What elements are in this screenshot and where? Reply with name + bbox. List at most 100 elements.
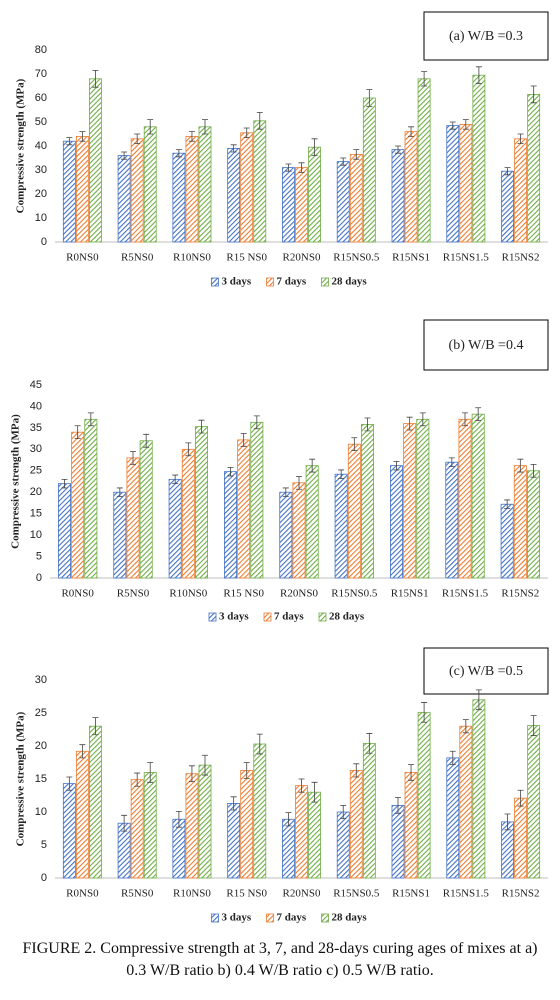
error-bar xyxy=(340,157,347,166)
bar xyxy=(349,770,363,879)
error-bar xyxy=(134,133,141,144)
bar xyxy=(459,124,473,243)
y-tick-label: 30 xyxy=(35,674,47,686)
error-bar xyxy=(517,789,524,807)
bar xyxy=(139,440,153,579)
bar xyxy=(172,152,186,243)
bar xyxy=(292,482,306,579)
error-bar xyxy=(61,478,68,489)
legend-swatch xyxy=(321,913,329,923)
x-tick-label: R15NS1.5 xyxy=(443,252,490,264)
legend-label: 28 days xyxy=(332,912,368,924)
error-bar xyxy=(282,487,289,497)
x-tick-label: R0NS0 xyxy=(66,888,99,900)
bar xyxy=(417,78,431,243)
chart-title: (a) W/B =0.3 xyxy=(449,29,523,44)
bar xyxy=(334,473,348,579)
y-tick-label: 15 xyxy=(35,773,47,785)
bar xyxy=(240,132,254,243)
y-tick-label: 0 xyxy=(41,872,47,884)
bar xyxy=(253,120,267,243)
error-bar xyxy=(353,149,360,160)
error-bar xyxy=(475,407,482,421)
x-tick-label: R15NS1.5 xyxy=(443,888,490,900)
error-bar xyxy=(243,762,250,779)
error-bar xyxy=(188,765,195,783)
x-tick-label: R10NS0 xyxy=(173,888,211,900)
bar xyxy=(472,699,486,879)
error-bar xyxy=(66,776,73,791)
y-tick-label: 20 xyxy=(35,188,47,200)
error-bar xyxy=(121,814,128,832)
bar xyxy=(224,471,237,579)
y-tick-label: 30 xyxy=(35,164,47,176)
y-tick-label: 15 xyxy=(30,508,42,520)
x-tick-label: R15NS0.5 xyxy=(333,888,380,900)
legend-label: 7 days xyxy=(277,912,307,924)
error-bar xyxy=(504,499,511,509)
bar xyxy=(62,140,76,243)
error-bar xyxy=(66,137,73,146)
x-tick-label: R15NS1.5 xyxy=(442,588,489,600)
error-bar xyxy=(462,412,468,427)
bar xyxy=(513,465,527,579)
error-bar xyxy=(408,764,415,781)
error-bar xyxy=(121,151,128,160)
bar xyxy=(143,772,157,879)
title-box xyxy=(423,647,549,695)
chart-title: (c) W/B =0.5 xyxy=(449,664,523,679)
bar xyxy=(472,74,486,243)
bar xyxy=(458,418,472,579)
legend-swatch xyxy=(321,277,329,287)
bar xyxy=(198,126,212,243)
bar xyxy=(500,503,514,579)
error-bar xyxy=(517,133,524,144)
bar xyxy=(62,783,76,879)
bar xyxy=(390,465,403,579)
y-axis-label: Compressive strength (MPa) xyxy=(15,711,27,846)
error-bar xyxy=(79,131,86,142)
error-bar xyxy=(92,717,99,736)
x-tick-label: R5NS0 xyxy=(117,588,150,600)
x-tick-label: R0NS0 xyxy=(66,252,99,264)
error-bar xyxy=(185,442,192,457)
y-tick-label: 80 xyxy=(35,44,47,56)
legend-swatch xyxy=(318,612,327,622)
y-tick-label: 25 xyxy=(30,465,42,477)
error-bar xyxy=(353,763,360,778)
legend-label: 28 days xyxy=(332,276,368,288)
error-bar xyxy=(338,469,345,479)
title-box xyxy=(423,11,549,61)
bar xyxy=(514,797,528,879)
error-bar xyxy=(147,762,154,783)
error-bar xyxy=(201,119,208,135)
bar xyxy=(143,126,157,243)
error-bar xyxy=(230,796,237,811)
error-bar xyxy=(309,458,316,473)
bar xyxy=(84,418,98,579)
error-bar xyxy=(475,66,482,84)
error-bar xyxy=(79,744,86,759)
error-bar xyxy=(92,70,99,88)
bar xyxy=(168,478,182,579)
bar xyxy=(404,772,418,879)
y-tick-label: 30 xyxy=(30,443,42,455)
x-tick-label: R0NS0 xyxy=(61,588,94,600)
error-bar xyxy=(408,126,415,137)
error-bar xyxy=(285,163,292,172)
bar xyxy=(195,426,208,579)
bar xyxy=(361,424,374,579)
error-bar xyxy=(147,119,154,135)
error-bar xyxy=(253,415,260,430)
y-tick-label: 10 xyxy=(30,529,42,541)
x-tick-label: R15NS2 xyxy=(502,252,540,264)
x-tick-label: R5NS0 xyxy=(121,888,154,900)
bar xyxy=(75,750,89,879)
error-bar xyxy=(530,85,537,104)
error-bar xyxy=(230,144,237,153)
bar xyxy=(198,764,212,879)
legend-label: 3 days xyxy=(219,611,249,623)
bar xyxy=(308,146,321,243)
error-bar xyxy=(504,167,511,176)
caption: FIGURE 2. Compressive strength at 3, 7, … xyxy=(22,940,538,979)
